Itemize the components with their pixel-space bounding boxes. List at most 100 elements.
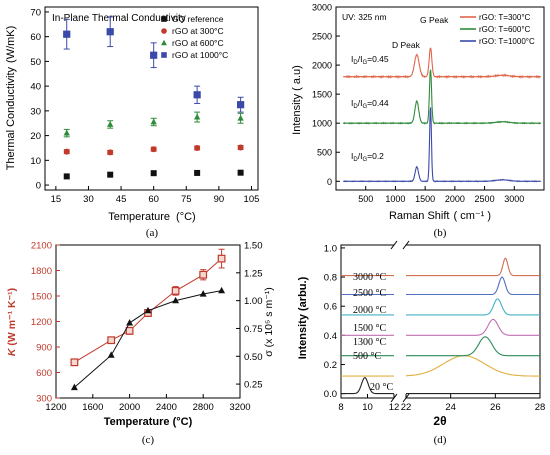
panel-a-data-point xyxy=(193,113,201,120)
panel-a-xtick-label: 105 xyxy=(244,194,260,205)
panel-a-legend-label: rGO at 600°C xyxy=(172,38,224,48)
panel-a-data-point xyxy=(237,144,244,151)
panel-b-legend-label: rGO: T=300°C xyxy=(479,13,531,22)
panel-c-xtick-label: 1200 xyxy=(45,402,66,413)
panel-b-ratio-value: =0.2 xyxy=(367,151,384,161)
panel-d-pattern-right xyxy=(406,298,540,316)
panel-a-xtick-label: 15 xyxy=(51,194,62,205)
panel-a-data-point xyxy=(106,28,114,36)
panel-a-data-point xyxy=(63,148,70,155)
panel-b-ylabel-unit: ( a.u) xyxy=(291,65,303,91)
panel-c-ytick-left-label: 1800 xyxy=(31,266,52,277)
panel-b-ytick-label: 1500 xyxy=(312,90,332,100)
panel-b-xtick-label: 1000 xyxy=(385,194,405,204)
panel-c-data-point xyxy=(172,296,180,304)
panel-d-pattern-right xyxy=(406,336,540,357)
panel-b-spectrum-line xyxy=(342,69,542,125)
panel-d-ytick-label: 0.6 xyxy=(324,302,337,313)
panel-a-legend: GO reference rGO at 300°C rGO at 600°C rGO … xyxy=(161,14,228,60)
panel-b-ratio-label: ID/IG=0.2 xyxy=(351,151,384,163)
panel-a-data-point xyxy=(107,171,114,178)
panel-d-axis-break-mark xyxy=(390,240,398,250)
panel-d-xtick-label: 24 xyxy=(445,402,456,413)
panel-d-patterns xyxy=(341,257,540,395)
panel-a-data-point xyxy=(194,169,201,176)
panel-b-plot-frame xyxy=(335,6,545,191)
panel-a-xtick-label: 30 xyxy=(83,194,94,205)
panel-c-data-point xyxy=(218,286,226,294)
panel-a-xtick-label: 75 xyxy=(181,194,192,205)
panel-a-data-marks xyxy=(63,16,245,180)
panel-a-data-point xyxy=(237,169,244,176)
panel-a-data-point xyxy=(107,149,114,156)
panel-c-ytick-right-label: 0.50 xyxy=(244,352,263,363)
panel-c-ytick-right-label: 1.25 xyxy=(244,268,263,279)
panel-c-ytick-left-label: 2100 xyxy=(31,241,52,252)
panel-b-ytick-label: 0 xyxy=(327,177,332,187)
panel-c-xlabel: Temperature (°C) xyxy=(104,416,193,428)
panel-d-ytick-label: 0.0 xyxy=(324,389,337,400)
panel-b-xtick-label: 1500 xyxy=(415,194,435,204)
panel-c-ylabel-k: K xyxy=(6,347,18,356)
panel-c-xtick-label: 3200 xyxy=(229,402,250,413)
panel-c-ytick-left-label: 1200 xyxy=(31,317,52,328)
panel-a-ylabel-text: Thermal Conductivity xyxy=(5,66,17,170)
panel-b-d-peak-label: D Peak xyxy=(392,40,421,50)
panel-a-data-point xyxy=(194,144,201,151)
panel-b-ratio-slash-i: /I xyxy=(358,54,363,64)
panel-d-xtick-label: 8 xyxy=(338,402,343,413)
panel-d-ticks: 8 10 12 22 24 26 28 0.0 0.2 0.4 0.6 0.8 1.0 xyxy=(324,243,546,413)
panel-a-caption: (a) xyxy=(146,227,159,239)
panel-b-spectrum-line xyxy=(342,107,542,183)
panel-c-data-point xyxy=(70,383,78,391)
panel-c-data-point xyxy=(171,287,180,295)
panel-a-ytick-label: 20 xyxy=(30,131,41,142)
panel-b-ratio-value: =0.44 xyxy=(367,98,389,108)
panel-d-pattern-right xyxy=(405,355,540,377)
panel-c-xtick-label: 1600 xyxy=(82,402,103,413)
panel-c-data-point xyxy=(125,326,134,335)
panel-b-legend-label: rGO: T=600°C xyxy=(479,25,531,34)
panel-b-ratio-value: =0.45 xyxy=(367,54,389,64)
panel-a-legend-label: rGO at 300°C xyxy=(172,26,224,36)
panel-d-xtick-label: 22 xyxy=(401,402,412,413)
panel-b-ylabel-text: Intensity xyxy=(291,93,303,134)
panel-a-thermal-conductivity: In-Plane Thermal Conductivity Thermal Co… xyxy=(5,6,260,239)
panel-c-data-point xyxy=(217,254,226,263)
panel-c-data-point xyxy=(107,336,116,345)
panel-d-xrd: Intensity (arbu.) 2θ (d) 8 10 12 22 24 26 28 0.… xyxy=(297,240,546,446)
panel-c-data-point xyxy=(144,306,152,314)
panel-a-data-point xyxy=(150,118,157,125)
panel-d-curve-label: 20 °C xyxy=(370,382,393,393)
panel-c-k-sigma: K (W m⁻¹ K⁻¹) σ (x 10⁵ s m⁻¹) Temperatur… xyxy=(6,241,275,447)
panel-a-data-point xyxy=(237,101,245,109)
panel-a-legend-label: rGO at 1000°C xyxy=(172,50,228,60)
panel-d-curve-label: 500 °C xyxy=(353,351,381,362)
panel-d-caption: (d) xyxy=(434,434,447,446)
panel-d-pattern-right xyxy=(406,318,540,336)
panel-b-ticks: 500 1000 1500 2000 2500 3000 0 500 1000 1500 2000 2… xyxy=(312,3,524,205)
panel-a-ytick-label: 0 xyxy=(36,181,41,192)
panel-c-data-point xyxy=(199,270,208,279)
panel-a-legend-marker xyxy=(161,28,167,34)
panel-d-xtick-label: 10 xyxy=(362,402,373,413)
panel-c-xtick-label: 2800 xyxy=(193,402,214,413)
panel-b-spectra xyxy=(342,47,542,183)
panel-a-data-point xyxy=(107,121,114,127)
panel-a-xtick-label: 60 xyxy=(148,194,159,205)
panel-d-ylabel: Intensity (arbu.) xyxy=(297,276,309,359)
panel-a-title: In-Plane Thermal Conductivity xyxy=(52,13,186,24)
panel-c-data-marks xyxy=(70,248,226,391)
panel-d-ytick-label: 1.0 xyxy=(324,243,337,254)
panel-c-ytick-right-label: 0.75 xyxy=(244,324,263,335)
panel-c-data-point xyxy=(199,290,207,297)
panel-b-ytick-label: 3000 xyxy=(312,3,332,13)
panel-a-data-point xyxy=(63,129,70,136)
panel-c-ylabel-right: σ (x 10⁵ s m⁻¹) xyxy=(263,287,275,356)
panel-d-frame-right xyxy=(406,244,541,399)
panel-c-ytick-left-label: 600 xyxy=(36,368,52,379)
panel-b-xlabel: Raman Shift( cm⁻¹ ) xyxy=(389,210,491,222)
panel-b-xtick-label: 2500 xyxy=(475,194,495,204)
panel-b-spectrum-line xyxy=(342,47,541,79)
panel-a-ytick-label: 70 xyxy=(30,7,41,18)
